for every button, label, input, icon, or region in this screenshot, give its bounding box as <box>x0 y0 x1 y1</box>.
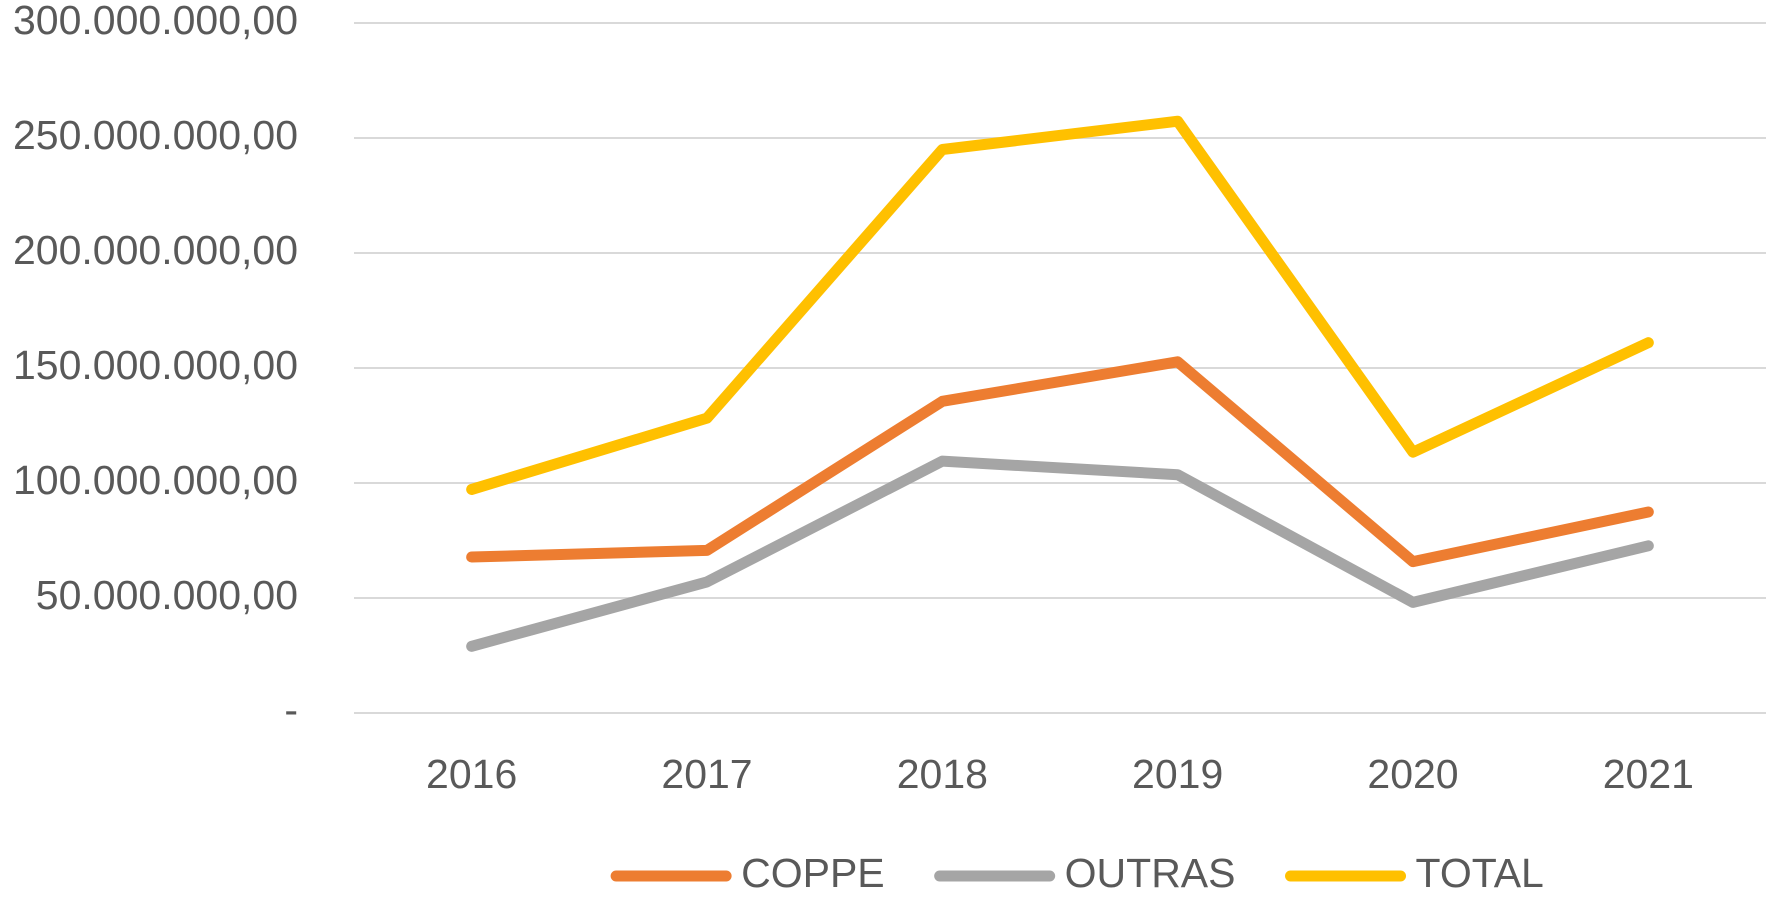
series-line <box>466 455 1654 652</box>
legend-label: COPPE <box>741 850 885 896</box>
legend-label: TOTAL <box>1416 850 1544 896</box>
x-tick-label: 2016 <box>426 751 517 797</box>
series-line <box>466 115 1654 495</box>
x-tick-label: 2018 <box>897 751 988 797</box>
x-tick-label: 2017 <box>661 751 752 797</box>
y-tick-label: - <box>284 687 298 733</box>
x-tick-label: 2021 <box>1603 751 1694 797</box>
x-tick-label: 2019 <box>1132 751 1223 797</box>
y-tick-label: 250.000.000,00 <box>13 112 298 158</box>
series-line <box>466 356 1654 568</box>
y-tick-label: 150.000.000,00 <box>13 342 298 388</box>
y-tick-label: 50.000.000,00 <box>36 572 298 618</box>
legend-label: OUTRAS <box>1065 850 1236 896</box>
y-tick-label: 200.000.000,00 <box>13 227 298 273</box>
x-tick-label: 2020 <box>1367 751 1458 797</box>
y-tick-label: 100.000.000,00 <box>13 457 298 503</box>
y-tick-label: 300.000.000,00 <box>13 0 298 43</box>
